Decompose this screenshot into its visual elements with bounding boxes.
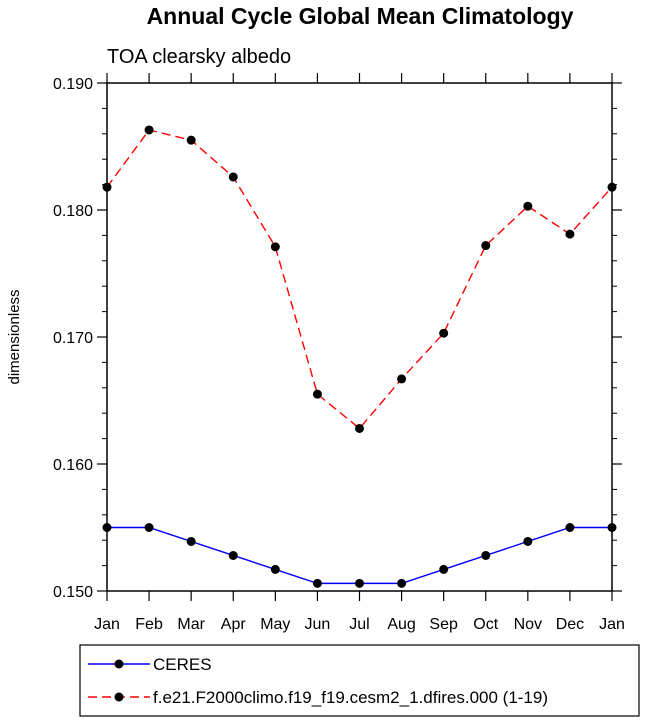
data-point (355, 578, 364, 588)
data-point (144, 125, 154, 135)
data-point (186, 536, 196, 546)
legend-marker (114, 659, 124, 669)
x-tick-label: Nov (514, 616, 542, 633)
x-tick-label: Mar (177, 616, 205, 633)
x-tick-label: Jan (599, 616, 625, 633)
data-point (102, 523, 112, 532)
data-point (312, 578, 322, 588)
data-point (481, 550, 491, 560)
data-point (607, 182, 617, 192)
data-point (397, 578, 407, 588)
data-point (144, 523, 154, 532)
data-point (607, 523, 617, 532)
x-tick-label: May (260, 616, 290, 633)
data-point (565, 523, 575, 532)
legend-marker (114, 692, 124, 702)
data-point (439, 564, 449, 574)
data-point (481, 241, 491, 251)
y-tick-label: 0.180 (53, 203, 93, 220)
y-tick-label: 0.190 (53, 76, 93, 93)
series-line (106, 129, 613, 430)
data-point (565, 229, 575, 239)
y-tick-label: 0.160 (53, 457, 93, 474)
chart-subtitle: TOA clearsky albedo (107, 46, 291, 68)
data-point (228, 172, 238, 182)
y-tick-label: 0.170 (53, 330, 93, 347)
x-tick-label: Jan (94, 616, 120, 633)
data-point (523, 201, 533, 211)
x-tick-label: Sep (429, 616, 458, 633)
y-axis-label: dimensionless (6, 289, 23, 384)
y-tick-label: 0.150 (53, 584, 93, 601)
data-point (355, 423, 364, 433)
legend-box (79, 644, 640, 717)
data-point (102, 182, 112, 192)
series-line (107, 526, 612, 585)
data-point (270, 242, 280, 252)
plot-area: 0.150 0.160 0.170 0.180 0.190 Jan Feb Mar Apr May… (53, 73, 625, 633)
x-tick-label: Feb (135, 616, 163, 633)
x-tick-label: Apr (221, 616, 247, 633)
data-point (270, 564, 280, 574)
x-tick-label: Aug (387, 616, 415, 633)
data-point (228, 550, 238, 560)
data-point (523, 536, 533, 546)
legend: CERES f.e21.F2000climo.f19_f19.cesm2_1.df… (79, 644, 640, 717)
data-point (186, 135, 196, 145)
x-tick-label: Jun (305, 616, 331, 633)
legend-label: CERES (153, 655, 212, 674)
data-point (312, 389, 322, 399)
data-point (439, 328, 449, 338)
data-point (397, 374, 407, 384)
x-tick-label: Dec (556, 616, 584, 633)
plot-frame (106, 82, 613, 592)
x-tick-label: Jul (349, 616, 369, 633)
chart-title: Annual Cycle Global Mean Climatology (147, 3, 574, 29)
x-tick-label: Oct (473, 616, 498, 633)
legend-label: f.e21.F2000climo.f19_f19.cesm2_1.dfires.… (153, 688, 548, 707)
